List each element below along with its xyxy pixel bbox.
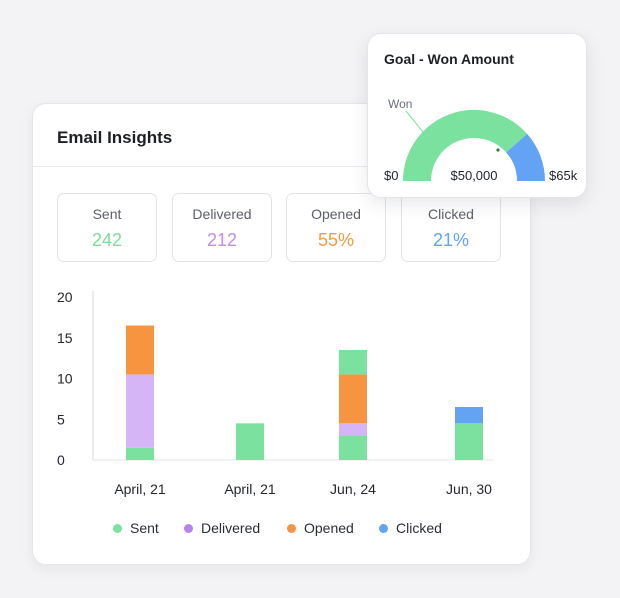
stat-opened: Opened 55%	[286, 193, 386, 262]
gauge-chart: Won $0 $65k $50,000	[384, 97, 578, 183]
stat-clicked-value: 21%	[432, 230, 470, 250]
gauge-min-label: $0	[384, 168, 398, 183]
gauge-max-label: $65k	[549, 168, 578, 183]
stat-sent-value: 242	[91, 230, 123, 250]
y-tick-label: 10	[57, 371, 73, 387]
legend-dot	[379, 523, 388, 533]
stat-clicked-label: Clicked	[428, 206, 474, 222]
gauge-value-dot	[496, 148, 500, 152]
legend-item-clicked: Clicked	[379, 520, 442, 536]
gauge-center-value: $50,000	[451, 168, 498, 183]
x-tick-label: April, 21	[224, 481, 276, 497]
legend-item-delivered: Delivered	[184, 520, 260, 536]
stat-delivered: Delivered 212	[172, 193, 272, 262]
legend-item-sent: Sent	[113, 520, 159, 536]
legend-item-opened: Opened	[287, 520, 354, 536]
x-tick-label: Jun, 30	[446, 481, 492, 497]
bar-segment-sent	[126, 447, 154, 460]
gauge-title: Goal - Won Amount	[384, 51, 514, 67]
stat-clicked: Clicked 21%	[401, 193, 501, 262]
bar-segment-clicked	[455, 407, 483, 424]
bar-segment-sent	[339, 435, 367, 460]
bar-segment-opened	[126, 325, 154, 375]
stat-opened-label: Opened	[311, 206, 361, 222]
goal-gauge-card: Goal - Won Amount Won $0 $65k $50,000	[367, 33, 587, 198]
gauge-remaining-arc	[505, 133, 545, 182]
legend-label: Sent	[130, 520, 159, 536]
y-tick-label: 5	[57, 411, 65, 427]
bar-segment-sent	[236, 423, 264, 460]
y-tick-label: 20	[57, 289, 73, 305]
stat-sent-label: Sent	[92, 206, 122, 222]
stat-delivered-label: Delivered	[192, 206, 252, 222]
legend-dot	[113, 523, 122, 533]
bar-segment-opened	[339, 374, 367, 424]
y-tick-label: 0	[57, 452, 65, 468]
card-title: Email Insights	[57, 128, 173, 147]
stat-delivered-value: 212	[206, 230, 238, 250]
x-tick-label: April, 21	[114, 481, 166, 497]
bar-segment-delivered	[126, 374, 154, 448]
x-tick-label: Jun, 24	[330, 481, 376, 497]
legend-label: Clicked	[396, 520, 442, 536]
y-tick-label: 15	[57, 330, 73, 346]
bar-segment-sent	[455, 423, 483, 460]
stat-opened-value: 55%	[317, 230, 355, 250]
legend-dot	[184, 523, 193, 533]
bar-segment-top	[339, 349, 367, 375]
won-leader-line	[405, 110, 424, 133]
gauge-won-arc	[403, 110, 528, 182]
legend-label: Delivered	[201, 520, 261, 536]
legend-dot	[287, 523, 296, 533]
legend-label: Opened	[304, 520, 354, 536]
gauge-won-label: Won	[388, 97, 412, 111]
bar-segment-delivered	[339, 423, 367, 436]
title-divider	[33, 166, 530, 167]
stat-sent: Sent 242	[57, 193, 157, 262]
stacked-bar-chart: 20 15 10 5 0 April, 21 April, 21 Jun, 24 Jun, 30	[57, 289, 493, 497]
